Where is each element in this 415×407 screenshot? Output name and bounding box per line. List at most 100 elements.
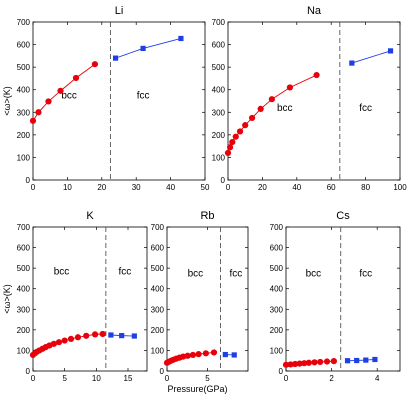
data-point-fcc [178,36,183,41]
axes-frame [33,22,205,180]
y-tick-label: 300 [17,305,31,314]
x-tick-label: 20 [258,183,267,192]
phase-label-fcc: fcc [229,268,242,279]
panel-title: Cs [336,210,350,222]
data-point-bcc [92,331,98,337]
x-tick-label: 80 [361,183,370,192]
data-point-bcc [75,334,81,340]
y-tick-label: 200 [212,131,226,140]
axes-frame [228,22,400,180]
series-line-fcc [352,51,391,63]
x-tick-label: 5 [62,374,67,383]
x-tick-label: 50 [201,183,210,192]
data-point-bcc [233,134,239,140]
x-tick-label: 5 [205,374,210,383]
data-point-bcc [62,337,68,343]
y-axis-label: <ω>(K) [2,86,12,116]
data-point-bcc [30,118,36,124]
data-point-bcc [45,98,51,104]
y-tick-label: 700 [17,18,31,27]
data-point-bcc [269,96,275,102]
y-tick-label: 200 [17,326,31,335]
y-tick-label: 600 [151,244,165,253]
x-tick-label: 0 [31,374,36,383]
data-point-fcc [349,60,354,65]
data-point-bcc [203,350,209,356]
data-point-bcc [249,115,255,121]
x-tick-label: 0 [165,374,170,383]
data-point-fcc [113,56,118,61]
y-tick-label: 100 [212,153,226,162]
data-point-fcc [363,357,368,362]
y-tick-label: 300 [212,108,226,117]
y-tick-label: 200 [151,326,165,335]
data-point-bcc [92,61,98,67]
phase-label-bcc: bcc [188,268,204,279]
data-point-bcc [331,358,337,364]
data-point-fcc [345,358,350,363]
x-tick-label: 10 [63,183,72,192]
y-tick-label: 500 [212,63,226,72]
phase-label-fcc: fcc [137,91,150,102]
y-tick-label: 700 [151,223,165,232]
y-tick-label: 500 [17,63,31,72]
y-tick-label: 700 [212,18,226,27]
data-point-bcc [35,109,41,115]
data-point-bcc [287,84,293,90]
x-tick-label: 10 [92,374,101,383]
phase-label-bcc: bcc [277,103,293,114]
axes-frame [167,227,248,371]
y-tick-label: 200 [270,326,284,335]
x-tick-label: 15 [124,374,133,383]
data-point-bcc [100,331,106,337]
axes-frame [286,227,400,371]
y-tick-label: 600 [17,41,31,50]
phase-label-bcc: bcc [306,268,322,279]
axes-frame [33,227,147,371]
y-tick-label: 600 [270,244,284,253]
data-point-bcc [185,353,191,359]
data-point-bcc [324,358,330,364]
series-line-bcc [33,334,103,355]
y-tick-label: 200 [17,131,31,140]
y-tick-label: 300 [17,108,31,117]
phase-label-fcc: fcc [359,268,372,279]
y-tick-label: 400 [270,285,284,294]
x-tick-label: 0 [284,374,289,383]
x-tick-label: 0 [31,183,36,192]
data-point-bcc [229,139,235,145]
y-tick-label: 700 [270,223,284,232]
y-axis-label: <ω>(K) [2,284,12,314]
x-tick-label: 2 [329,374,334,383]
data-point-bcc [211,349,217,355]
x-tick-label: 20 [97,183,106,192]
y-tick-label: 100 [17,153,31,162]
panel-title: K [86,210,94,222]
y-tick-label: 500 [151,264,165,273]
data-point-bcc [225,150,231,156]
data-point-fcc [372,357,377,362]
series-line-fcc [348,359,375,360]
y-tick-label: 400 [17,86,31,95]
x-tick-label: 100 [393,183,407,192]
x-tick-label: 40 [292,183,301,192]
series-line-fcc [116,38,181,58]
phase-label-fcc: fcc [359,103,372,114]
data-point-bcc [306,360,312,366]
y-tick-label: 100 [151,346,165,355]
data-point-bcc [258,106,264,112]
data-point-bcc [195,351,201,357]
y-tick-label: 600 [17,244,31,253]
data-point-fcc [132,333,137,338]
data-point-bcc [68,336,74,342]
x-tick-label: 40 [166,183,175,192]
x-tick-label: 4 [375,374,380,383]
data-point-bcc [56,339,62,345]
